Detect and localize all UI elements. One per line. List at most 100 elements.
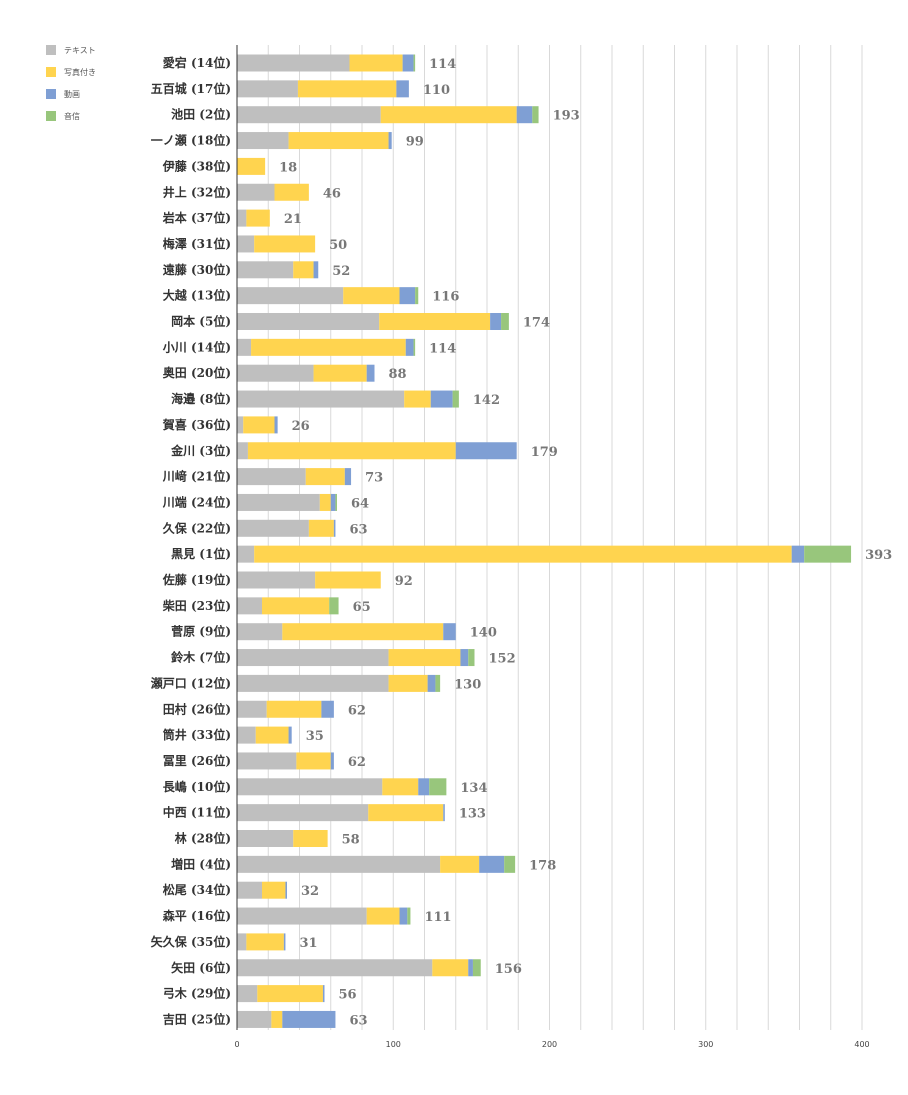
bar-segment-4 <box>413 54 416 72</box>
category-label: 瀬戸口 (12位) <box>150 675 231 690</box>
category-label: 松尾 (34位) <box>163 882 231 897</box>
category-label: 佐藤 (19位) <box>162 572 231 587</box>
bar-segment-1 <box>237 855 441 873</box>
category-label: 一ノ瀬 (18位) <box>151 133 231 148</box>
bar-segment-4 <box>468 649 475 667</box>
total-label: 18 <box>279 160 297 175</box>
category-label: 小川 (14位) <box>163 339 231 354</box>
bar-segment-2 <box>366 907 400 925</box>
legend-label: テキスト <box>64 46 96 55</box>
category-label: 菅原 (9位) <box>171 624 231 639</box>
total-label: 92 <box>395 574 413 589</box>
bar-segment-1 <box>237 519 309 537</box>
bar-segment-2 <box>282 623 444 641</box>
bar-segment-2 <box>382 778 419 796</box>
bar-segment-1 <box>237 907 367 925</box>
bar-segment-2 <box>380 106 517 124</box>
bar-segment-3 <box>443 623 456 641</box>
bar-segment-1 <box>237 468 306 486</box>
bar-segment-1 <box>237 338 252 356</box>
bar-segment-1 <box>237 54 350 72</box>
bar-segment-3 <box>405 338 414 356</box>
bar-segment-4 <box>532 106 539 124</box>
bar-segment-3 <box>388 132 392 150</box>
bar-segment-2 <box>247 442 456 460</box>
bar-segment-1 <box>237 649 389 667</box>
total-label: 111 <box>424 910 451 925</box>
legend-label: 動画 <box>64 90 80 99</box>
category-label: 金川 (3位) <box>170 443 231 458</box>
total-label: 64 <box>351 496 369 511</box>
total-label: 35 <box>306 729 324 744</box>
bar-segment-1 <box>237 726 256 744</box>
bar-segment-3 <box>274 416 278 434</box>
bar-segment-2 <box>251 338 406 356</box>
total-label: 114 <box>429 57 456 72</box>
bar-segment-3 <box>366 364 375 382</box>
bar-segment-3 <box>321 700 334 718</box>
total-label: 174 <box>523 316 550 331</box>
bar-segment-1 <box>237 571 316 589</box>
total-label: 110 <box>423 83 450 98</box>
bar-segment-3 <box>791 545 805 563</box>
category-label: 増田 (4位) <box>171 856 231 871</box>
category-label: 鈴木 (7位) <box>171 650 231 665</box>
x-tick-label: 100 <box>386 1040 401 1049</box>
bar-segment-2 <box>315 571 381 589</box>
bar-segment-2 <box>440 855 480 873</box>
total-label: 58 <box>342 833 360 848</box>
total-label: 65 <box>353 600 371 615</box>
bar-segment-2 <box>243 416 275 434</box>
category-label: 矢田 (6位) <box>171 960 231 975</box>
bar-segment-1 <box>237 390 405 408</box>
bar-segment-1 <box>237 261 294 279</box>
bar-segment-1 <box>237 183 275 201</box>
bar-segment-3 <box>427 674 436 692</box>
bar-segment-3 <box>468 959 473 977</box>
bar-segment-1 <box>237 364 314 382</box>
category-label: 矢久保 (35位) <box>151 934 231 949</box>
bar-segment-4 <box>452 390 459 408</box>
bar-segment-1 <box>237 674 389 692</box>
bar-segment-3 <box>313 261 319 279</box>
bar-segment-3 <box>460 649 469 667</box>
total-label: 46 <box>323 186 341 201</box>
category-label: 川端 (24位) <box>162 494 231 509</box>
bar-segment-1 <box>237 209 247 227</box>
bar-segment-4 <box>501 313 509 330</box>
bar-segment-3 <box>399 907 408 925</box>
bar-segment-3 <box>333 519 336 537</box>
category-label: 吉田 (25位) <box>163 1011 231 1026</box>
bar-segment-1 <box>237 106 381 124</box>
bar-segment-1 <box>237 623 283 641</box>
total-label: 63 <box>349 1013 367 1028</box>
bar-segment-1 <box>237 545 255 563</box>
bar-segment-2 <box>254 235 316 253</box>
bar-segment-2 <box>368 804 444 822</box>
total-label: 73 <box>365 471 383 486</box>
bar-segment-2 <box>388 674 428 692</box>
bar-segment-1 <box>237 597 262 615</box>
x-tick-label: 300 <box>698 1040 713 1049</box>
bar-segment-1 <box>237 287 344 305</box>
bar-segment-3 <box>288 726 292 744</box>
bar-segment-2 <box>388 649 461 667</box>
bar-segment-3 <box>479 855 505 873</box>
bar-segment-3 <box>282 1010 336 1028</box>
bar-segment-4 <box>407 907 411 925</box>
legend-label: 音信 <box>64 111 80 121</box>
bar-segment-2 <box>349 54 403 72</box>
bar-segment-2 <box>257 985 323 1003</box>
bar-segment-3 <box>399 287 416 305</box>
total-label: 134 <box>460 781 487 796</box>
bar-segment-2 <box>237 157 266 175</box>
bar-segment-2 <box>319 493 331 511</box>
bar-segment-3 <box>455 442 517 460</box>
bar-segment-2 <box>288 132 389 150</box>
bar-segment-2 <box>404 390 431 408</box>
total-label: 156 <box>495 962 522 977</box>
bar-segment-2 <box>254 545 792 563</box>
total-labels: 114 110 193 99 18 46 21 50 52 116 174 114 88 142 26 179… <box>279 57 892 1028</box>
x-tick-label: 200 <box>542 1040 557 1049</box>
